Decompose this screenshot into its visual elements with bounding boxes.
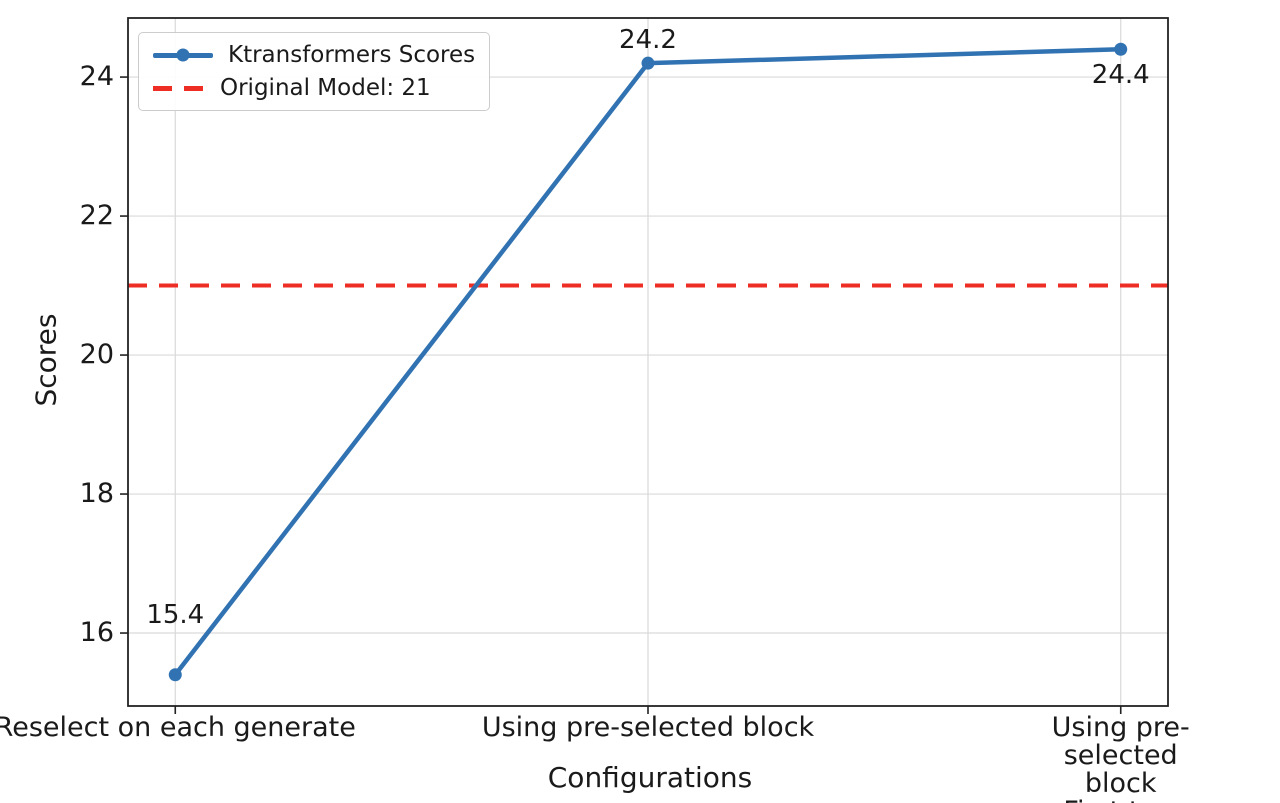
legend-label-series: Ktransformers Scores <box>228 42 476 68</box>
y-tick-label: 18 <box>79 478 114 510</box>
x-axis-label: Configurations <box>547 761 753 794</box>
legend-entry-series: Ktransformers Scores <box>153 41 475 69</box>
marker-dot-icon <box>176 48 190 62</box>
data-point-annotation: 15.4 <box>146 599 205 630</box>
x-tick-label: Using pre-selected block First two layer… <box>1051 712 1190 803</box>
y-tick-label: 22 <box>79 200 114 232</box>
x-tick-label: Reselect on each generate <box>0 712 356 743</box>
data-point-marker <box>1114 42 1128 56</box>
legend: Ktransformers Scores Original Model: 21 <box>138 32 491 111</box>
data-point-annotation: 24.4 <box>1091 60 1150 91</box>
x-tick-label: Using pre-selected block <box>481 712 815 743</box>
legend-label-reference: Original Model: 21 <box>220 75 431 101</box>
data-point-annotation: 24.2 <box>619 25 677 56</box>
y-tick-label: 16 <box>79 617 114 649</box>
y-tick-label: 24 <box>79 61 114 93</box>
plot-border <box>127 17 1169 707</box>
dashed-line-icon <box>153 85 205 91</box>
legend-entry-reference: Original Model: 21 <box>153 74 475 102</box>
series-line-swatch <box>153 48 213 62</box>
y-tick-label: 20 <box>79 339 114 371</box>
data-point-marker <box>641 56 655 70</box>
data-point-marker <box>168 668 182 682</box>
